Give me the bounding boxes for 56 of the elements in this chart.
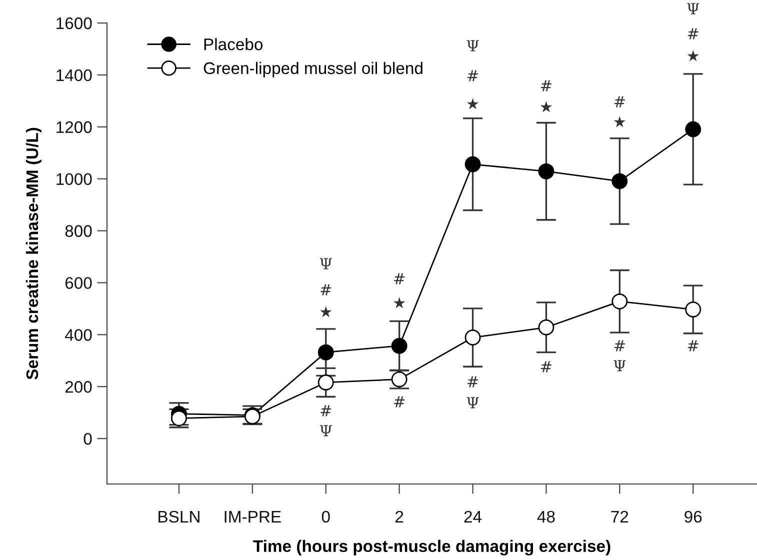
y-tick-label: 1000 xyxy=(56,173,92,186)
point xyxy=(685,121,702,138)
text: Ψ xyxy=(687,3,700,14)
annotation: # xyxy=(320,405,332,416)
y-tick-label: 1400 xyxy=(56,69,92,82)
annotation: Ψ xyxy=(320,425,332,436)
annotation: # xyxy=(540,80,552,92)
legend-label: Placebo xyxy=(204,38,263,50)
y-tick-label: 1200 xyxy=(56,121,92,134)
point xyxy=(612,173,628,190)
annotation: # xyxy=(540,361,552,372)
annotation: Ψ xyxy=(614,360,626,372)
x-tick-label: 48 xyxy=(537,510,555,523)
annotation: Ψ xyxy=(466,40,479,52)
point xyxy=(538,163,554,180)
annotation: # xyxy=(468,70,478,82)
point xyxy=(464,156,481,172)
annotation: ★ xyxy=(320,306,332,318)
x-tick-label: 2 xyxy=(396,510,404,522)
point xyxy=(318,374,334,390)
y-tick-label: 400 xyxy=(64,329,92,341)
x-axis-title: Time (hours post-muscle damaging exercise) xyxy=(253,540,610,556)
point xyxy=(538,319,554,336)
annotation: ★ xyxy=(614,116,626,128)
y-tick-label: 200 xyxy=(65,381,92,393)
annotation: ★ xyxy=(540,101,552,112)
annotation: # xyxy=(614,96,625,108)
x-tick-label: 72 xyxy=(611,510,628,522)
x-tick-label: BSLN xyxy=(158,510,200,523)
annotation: ★ xyxy=(466,98,479,110)
annotation: ★ xyxy=(393,297,406,308)
x-tick-label: 96 xyxy=(684,510,702,523)
x-tick-label: 24 xyxy=(464,510,482,522)
annotation: ★ xyxy=(687,50,699,62)
annotation: # xyxy=(394,396,405,408)
annotation: # xyxy=(688,340,698,352)
point xyxy=(685,301,702,318)
annotation: Ψ xyxy=(466,397,479,408)
y-tick-label: 800 xyxy=(65,225,92,237)
point xyxy=(612,293,628,310)
legend-label: Green-lipped mussel oil blend xyxy=(204,62,422,78)
annotation: # xyxy=(320,284,332,296)
y-tick-label: 1600 xyxy=(56,17,92,30)
point xyxy=(391,338,408,354)
y-axis-title: Serum creatine kinase-MM (U/L) xyxy=(26,128,42,380)
x-tick-label: IM-PRE xyxy=(224,511,281,522)
x-tick-label: 0 xyxy=(322,510,330,523)
annotation: # xyxy=(468,376,478,388)
annotation: # xyxy=(688,28,698,40)
annotation: # xyxy=(614,340,625,352)
point xyxy=(464,330,481,346)
annotation: Ψ xyxy=(320,258,332,270)
annotation: # xyxy=(394,273,405,284)
point xyxy=(318,344,334,360)
y-tick-label: 0 xyxy=(84,432,92,445)
y-tick-label: 600 xyxy=(65,277,92,289)
